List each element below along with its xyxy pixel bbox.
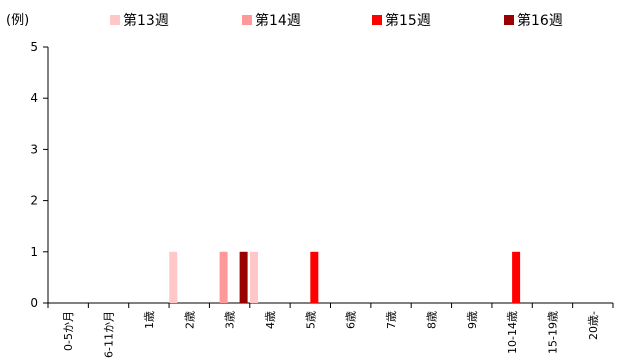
y-tick-label: 2 [30,194,38,208]
legend: 第13週 第14週 第15週 第16週 [110,12,563,29]
bar [219,251,228,303]
y-unit-label: (例) [6,13,29,28]
legend-swatch [110,15,120,25]
bars [169,251,521,303]
x-category-label: 10-14歳 [506,311,519,354]
y-tick-label: 1 [30,245,38,259]
bar [249,251,258,303]
y-tick-label: 4 [30,91,38,105]
legend-label: 第15週 [385,12,431,29]
y-tick-label: 5 [30,40,38,54]
x-category-label: 9歳 [466,311,479,329]
x-category-label: 6-11か月 [103,311,116,358]
x-category-label: 2歳 [183,311,196,329]
bar [512,251,521,303]
x-category-label: 5歳 [304,311,317,329]
x-category-label: 4歳 [264,311,277,329]
x-category-label: 3歳 [224,311,237,329]
x-category-label: 7歳 [385,311,398,329]
x-category-label: 0-5か月 [62,311,75,351]
x-axis: 0-5か月 6-11か月 1歳 2歳 3歳 4歳 5歳 6歳 7歳 8歳 9歳 10-14歳 15-19… [47,302,614,358]
x-category-label: 1歳 [143,311,156,329]
bar [310,251,319,303]
legend-label: 第14週 [255,12,301,29]
legend-swatch [504,15,514,25]
legend-label: 第13週 [123,12,169,29]
bar [169,251,178,303]
x-category-label: 8歳 [425,311,438,329]
x-category-label: 6歳 [345,311,358,329]
y-tick-label: 0 [30,296,38,310]
y-axis: 0 1 2 3 4 5 [30,40,49,310]
bar [239,251,248,303]
x-category-label: 20歳- [587,311,600,340]
x-category-label: 15-19歳 [546,311,559,354]
y-tick-label: 3 [30,142,38,156]
legend-label: 第16週 [517,12,563,29]
legend-swatch [242,15,252,25]
legend-swatch [372,15,382,25]
